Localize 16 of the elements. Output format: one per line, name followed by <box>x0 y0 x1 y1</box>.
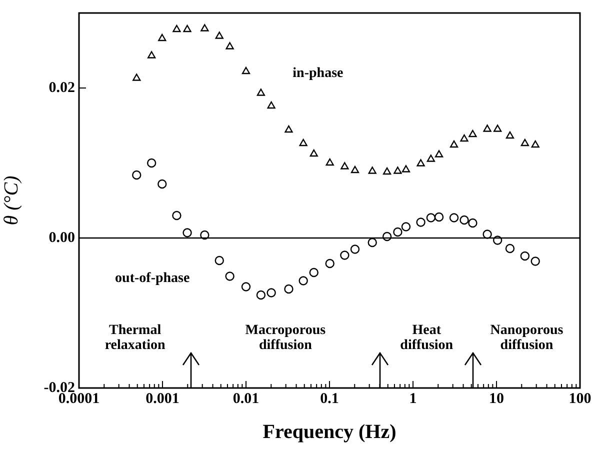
y-tick-label: 0.00 <box>48 230 75 246</box>
annotation: Heat diffusion <box>400 323 454 354</box>
y-tick-label: 0.02 <box>48 80 75 96</box>
x-tick-label: 1 <box>409 390 417 407</box>
series-label: out-of-phase <box>115 271 190 286</box>
annotation: Nanoporous diffusion <box>490 323 564 354</box>
x-tick-label: 100 <box>568 390 592 407</box>
text: in-phase <box>292 66 344 81</box>
x-tick-label: 0.01 <box>232 390 260 407</box>
x-axis-title: Frequency (Hz) <box>262 421 396 444</box>
annotation: Macroporous diffusion <box>245 323 326 354</box>
y-axis-title: θ (°C) <box>0 175 22 226</box>
x-tick-label: 0.1 <box>320 390 339 407</box>
x-tick-label: 10 <box>489 390 504 407</box>
x-tick-label: 0.001 <box>146 390 180 407</box>
annotation: Thermal relaxation <box>104 323 166 354</box>
